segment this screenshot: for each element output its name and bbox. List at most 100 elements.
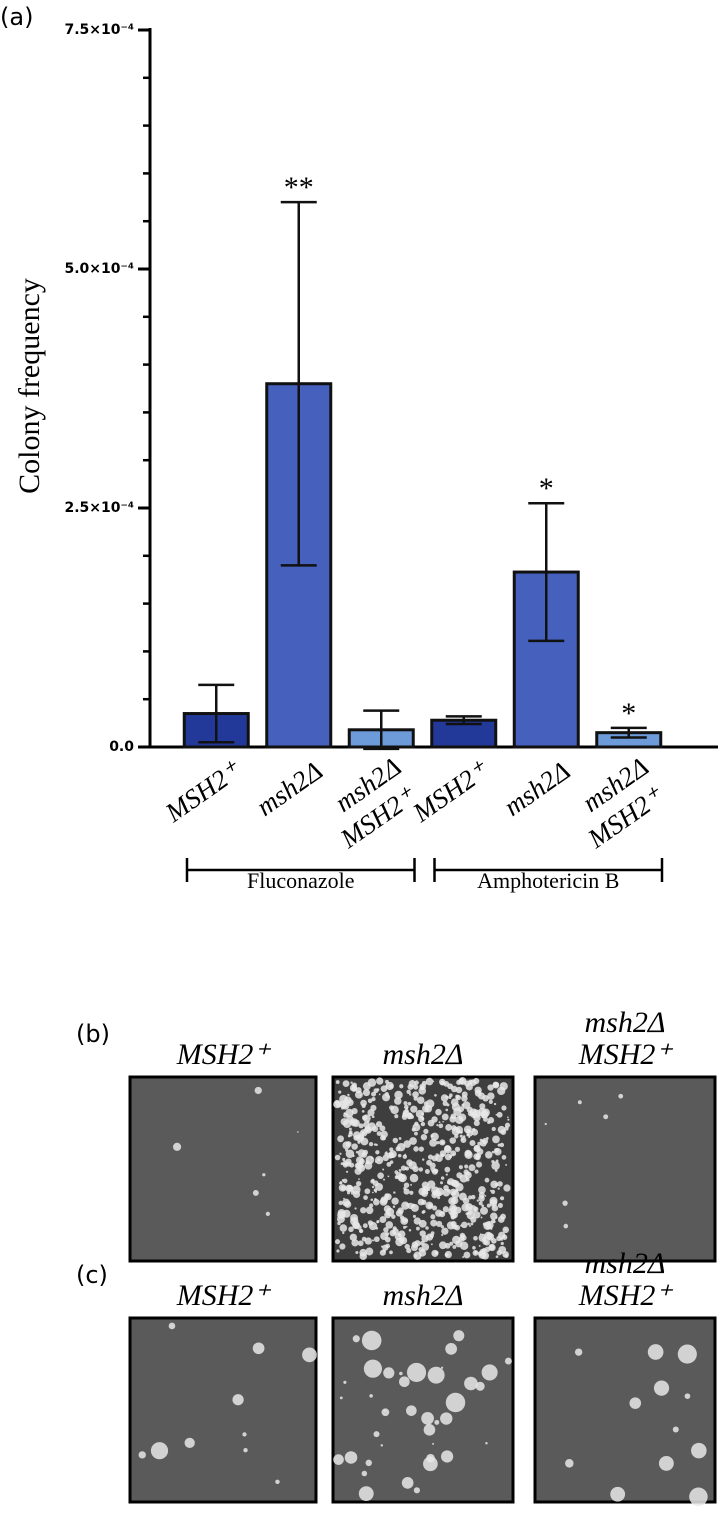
colony xyxy=(398,1137,402,1140)
colony xyxy=(502,1251,509,1258)
colony xyxy=(348,1186,354,1192)
colony xyxy=(487,1117,495,1124)
colony xyxy=(421,1210,425,1214)
colony xyxy=(382,1093,391,1102)
colony xyxy=(391,1214,396,1219)
colony xyxy=(349,1084,358,1092)
colony xyxy=(468,1195,473,1200)
colony xyxy=(362,1088,371,1097)
colony xyxy=(409,1190,414,1195)
colony xyxy=(399,1084,404,1089)
y-tick-label: 7.5×10⁻⁴ xyxy=(64,22,134,38)
colony xyxy=(360,1099,367,1107)
colony xyxy=(434,1419,440,1425)
colony xyxy=(347,1134,351,1138)
colony xyxy=(403,1182,410,1188)
colony xyxy=(473,1120,480,1127)
colony xyxy=(483,1116,488,1122)
colony xyxy=(491,1126,496,1132)
colony xyxy=(389,1250,393,1255)
colony xyxy=(412,1123,421,1132)
colony xyxy=(458,1165,463,1170)
colony xyxy=(357,1240,364,1247)
colony xyxy=(380,1085,388,1092)
colony xyxy=(427,1180,436,1189)
significance: ** xyxy=(284,171,314,204)
colony xyxy=(341,1179,345,1182)
colony xyxy=(472,1249,479,1256)
colony xyxy=(349,1127,352,1131)
colony xyxy=(348,1130,353,1134)
colony xyxy=(370,1198,374,1202)
colony xyxy=(430,1134,434,1138)
colony xyxy=(425,1226,429,1230)
colony xyxy=(406,1405,417,1416)
colony xyxy=(404,1108,409,1113)
colony xyxy=(430,1214,436,1220)
colony xyxy=(421,1188,428,1195)
colony xyxy=(382,1168,385,1171)
colony xyxy=(404,1243,410,1250)
colony xyxy=(372,1239,375,1242)
colony xyxy=(493,1102,497,1106)
colony xyxy=(392,1228,399,1235)
colony xyxy=(394,1114,399,1119)
colony xyxy=(365,1206,374,1215)
colony xyxy=(647,1344,664,1360)
colony xyxy=(399,1371,403,1376)
colony xyxy=(461,1137,464,1141)
colony xyxy=(184,1437,195,1449)
colony xyxy=(466,1128,471,1134)
colony xyxy=(479,1139,487,1147)
colony xyxy=(379,1216,387,1224)
colony xyxy=(464,1171,472,1179)
colony xyxy=(421,1243,430,1251)
colony xyxy=(445,1124,453,1131)
colony xyxy=(436,1124,439,1127)
colony xyxy=(337,1208,346,1217)
colony xyxy=(355,1180,362,1187)
colony xyxy=(343,1380,347,1384)
colony xyxy=(455,1188,459,1193)
colony xyxy=(418,1146,424,1152)
colony xyxy=(408,1228,412,1232)
colony xyxy=(441,1450,454,1463)
colony xyxy=(371,1096,376,1102)
colony xyxy=(453,1330,465,1342)
colony xyxy=(138,1451,146,1459)
colony xyxy=(380,1444,383,1447)
colony xyxy=(473,1211,481,1219)
colony xyxy=(346,1115,354,1123)
colony xyxy=(407,1202,414,1210)
colony xyxy=(473,1235,478,1241)
colony xyxy=(389,1160,394,1164)
plate-image xyxy=(533,1075,717,1263)
y-tick-label: 2.5×10⁻⁴ xyxy=(64,500,134,516)
colony xyxy=(455,1086,463,1094)
x-tick-label: MSH2⁺ xyxy=(407,754,495,828)
colony xyxy=(507,1118,510,1121)
colony xyxy=(494,1147,499,1153)
colony xyxy=(365,1160,370,1165)
colony xyxy=(416,1096,425,1104)
colony xyxy=(574,1348,583,1356)
colony xyxy=(351,1239,359,1247)
colony xyxy=(430,1167,432,1170)
colony xyxy=(455,1126,463,1134)
colony xyxy=(441,1233,444,1237)
colony xyxy=(465,1203,473,1211)
colony xyxy=(340,1185,346,1191)
colony xyxy=(361,1330,382,1351)
colony xyxy=(376,1131,382,1137)
colony xyxy=(392,1137,399,1144)
colony xyxy=(438,1210,446,1218)
colony xyxy=(500,1241,504,1246)
colony xyxy=(354,1207,357,1210)
colony xyxy=(358,1486,374,1502)
colony xyxy=(391,1197,399,1205)
colony xyxy=(496,1111,503,1118)
colony xyxy=(409,1173,419,1183)
colony xyxy=(467,1079,473,1085)
colony xyxy=(487,1084,494,1091)
colony xyxy=(478,1191,485,1198)
